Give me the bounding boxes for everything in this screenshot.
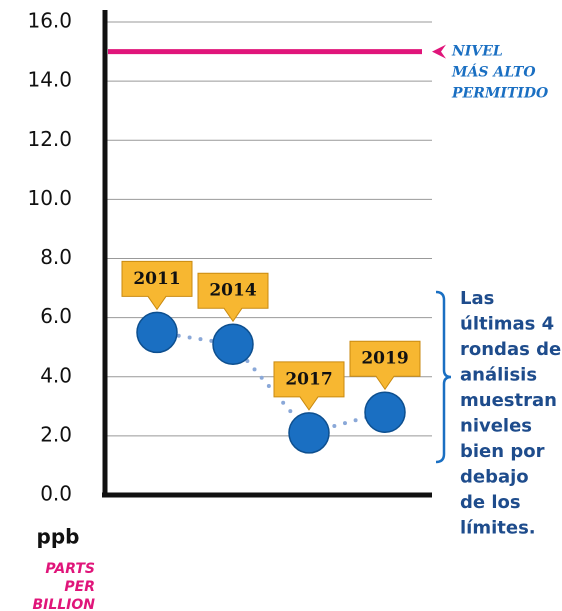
year-label-box <box>197 272 269 323</box>
reference-arrow <box>432 44 446 59</box>
reference-label: PERMITIDO <box>451 86 549 102</box>
y-tick-label: 14.0 <box>27 68 72 92</box>
reference-label: NIVEL <box>451 44 503 60</box>
annotation-line: muestran <box>460 390 557 411</box>
unit-note: PER <box>64 579 95 595</box>
annotation-line: análisis <box>460 365 537 386</box>
y-tick-label: 8.0 <box>40 245 72 269</box>
annotation-line: de los <box>460 492 521 513</box>
data-point <box>288 412 330 454</box>
year-label: 2014 <box>209 281 256 301</box>
annotation-line: últimas 4 <box>460 314 554 335</box>
y-tick-label: 4.0 <box>40 363 72 387</box>
annotation-line: rondas de <box>460 339 561 360</box>
annotation-line: bien por <box>460 441 545 462</box>
data-point <box>364 391 406 433</box>
year-label: 2011 <box>133 269 180 289</box>
year-label: 2017 <box>285 369 332 389</box>
year-label-box <box>349 340 421 391</box>
year-label: 2019 <box>361 349 408 369</box>
reference-label: MÁS ALTO <box>451 63 536 81</box>
y-tick-label: 10.0 <box>27 186 72 210</box>
y-tick-label: 6.0 <box>40 304 72 328</box>
bracket <box>435 290 452 464</box>
year-label-box <box>121 260 193 311</box>
annotation-line: niveles <box>460 416 532 437</box>
unit-note: BILLION <box>32 597 95 611</box>
data-point <box>212 323 254 365</box>
year-label-box <box>273 361 345 411</box>
data-point <box>136 311 178 354</box>
y-unit: ppb <box>37 525 80 549</box>
annotation-line: debajo <box>460 467 529 488</box>
unit-note: PARTS <box>45 561 95 577</box>
y-tick-label: 16.0 <box>27 9 72 33</box>
y-tick-label: 2.0 <box>40 422 72 446</box>
annotation-line: límites. <box>460 518 536 539</box>
y-tick-label: 0.0 <box>40 482 72 506</box>
y-tick-label: 12.0 <box>27 127 72 151</box>
annotation-line: Las <box>460 288 494 309</box>
